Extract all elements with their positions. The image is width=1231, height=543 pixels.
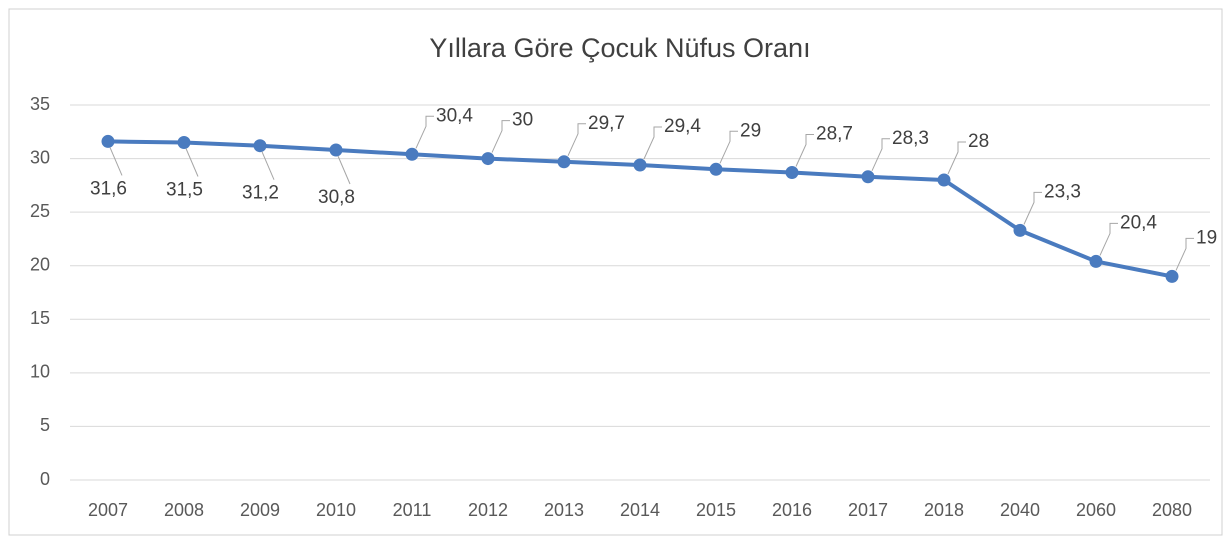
data-label: 30,8: [318, 187, 355, 208]
leader-line: [719, 130, 738, 164]
data-point: [1165, 269, 1179, 283]
y-tick-label: 10: [30, 362, 50, 382]
data-point: [101, 134, 115, 148]
data-label: 29,7: [588, 113, 625, 134]
x-tick-label: 2040: [1000, 500, 1040, 520]
x-tick-label: 2016: [772, 500, 812, 520]
data-point: [785, 166, 799, 179]
chart-title: Yıllara Göre Çocuk Nüfus Oranı: [429, 33, 810, 63]
x-tick-label: 2015: [696, 500, 736, 520]
data-point: [1089, 254, 1103, 268]
x-tick-label: 2017: [848, 500, 888, 520]
y-tick-label: 30: [30, 147, 50, 167]
x-tick-label: 2012: [468, 500, 508, 520]
leader-line: [567, 123, 586, 156]
x-tick-label: 2009: [240, 500, 280, 520]
x-tick-label: 2018: [924, 500, 964, 520]
data-point: [329, 143, 343, 157]
x-tick-label: 2013: [544, 500, 584, 520]
data-point: [557, 155, 571, 169]
data-label: 28,7: [816, 124, 853, 145]
data-point: [253, 139, 267, 153]
data-point: [1013, 223, 1027, 237]
data-label: 29: [740, 120, 761, 141]
y-tick-label: 20: [30, 254, 50, 274]
x-tick-label: 2080: [1152, 500, 1192, 520]
leader-line: [415, 115, 434, 149]
x-tick-label: 2014: [620, 500, 660, 520]
data-point: [709, 162, 723, 176]
x-tick-label: 2060: [1076, 500, 1116, 520]
y-tick-label: 15: [30, 308, 50, 328]
data-label: 30: [512, 110, 533, 131]
data-point: [861, 170, 875, 184]
leader-line: [795, 134, 814, 167]
leader-line: [1175, 237, 1194, 271]
y-tick-label: 25: [30, 201, 50, 221]
data-point: [405, 147, 419, 161]
leader-line: [337, 155, 351, 185]
leader-line: [947, 141, 966, 175]
x-tick-label: 2008: [164, 500, 204, 520]
x-tick-label: 2010: [316, 500, 356, 520]
chart-border: [8, 8, 1223, 536]
data-label: 19: [1196, 227, 1217, 248]
data-label: 31,6: [90, 178, 127, 199]
leader-line: [491, 120, 510, 153]
leader-line: [1099, 222, 1118, 256]
y-tick-label: 5: [40, 415, 50, 435]
x-tick-label: 2007: [88, 500, 128, 520]
y-tick-label: 35: [30, 94, 50, 114]
data-label: 31,5: [166, 180, 203, 201]
data-point: [481, 152, 495, 166]
data-label: 28,3: [892, 128, 929, 149]
y-tick-label: 0: [40, 469, 50, 489]
leader-line: [643, 126, 662, 160]
data-label: 28: [968, 131, 989, 152]
leader-line: [185, 148, 199, 177]
leader-line: [871, 138, 890, 171]
data-label: 23,3: [1044, 181, 1081, 202]
data-point: [633, 158, 647, 172]
data-label: 30,4: [436, 105, 473, 126]
data-label: 31,2: [242, 183, 279, 204]
leader-line: [1023, 191, 1042, 225]
leader-line: [109, 147, 123, 176]
data-label: 20,4: [1120, 212, 1157, 233]
data-point: [937, 173, 951, 187]
x-tick-label: 2011: [393, 500, 432, 520]
leader-line: [261, 151, 275, 180]
data-label: 29,4: [664, 116, 701, 137]
data-point: [177, 136, 191, 149]
